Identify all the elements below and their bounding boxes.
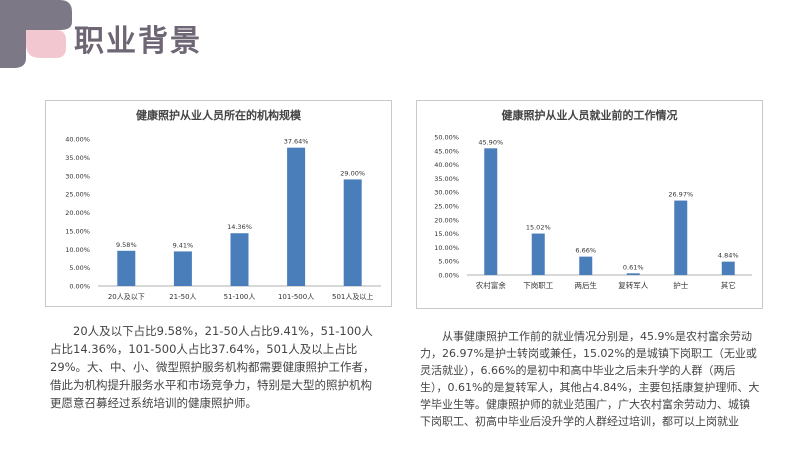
bar	[721, 261, 735, 275]
bar	[117, 250, 136, 286]
data-label: 26.97%	[668, 191, 693, 199]
x-tick-label: 其它	[721, 280, 736, 290]
logo-icon	[0, 0, 72, 68]
chart-title: 健康照护从业人员所在的机构规模	[136, 109, 301, 122]
x-tick-label: 护士	[673, 280, 688, 290]
x-tick-label: 21-50人	[169, 293, 196, 301]
bar	[230, 233, 249, 286]
data-label: 0.61%	[623, 263, 644, 271]
y-tick-label: 5.00%	[69, 264, 90, 272]
y-tick-label: 50.00%	[434, 134, 459, 142]
description-institution-size: 20人及以下占比9.58%，21-50人占比9.41%，51-100人占比14.…	[50, 324, 375, 410]
bar	[287, 147, 306, 286]
bar-chart: 0.00% 5.00% 10.00% 15.00% 20.00% 25.00% 30.00%…	[65, 136, 381, 301]
x-tick-label: 51-100人	[224, 293, 256, 301]
bar-chart: 0.00% 5.00% 10.00% 15.00% 20.00% 25.00% 30.00%…	[434, 134, 752, 290]
bar	[579, 256, 593, 275]
data-label: 4.84%	[718, 252, 739, 260]
data-label: 29.00%	[340, 169, 365, 177]
data-label: 37.64%	[284, 138, 309, 146]
bar	[626, 273, 640, 275]
description-prior-employment: 从事健康照护工作前的就业情况分别是，45.9%是农村富余劳动力，26.97%是护…	[420, 330, 760, 428]
x-tick-label: 501人及以上	[332, 292, 373, 301]
x-tick-label: 20人及以下	[108, 293, 145, 301]
y-tick-label: 25.00%	[434, 203, 459, 211]
x-tick-label: 复转军人	[618, 280, 648, 290]
data-label: 6.66%	[575, 247, 596, 255]
data-label: 9.58%	[116, 241, 137, 249]
y-tick-label: 45.00%	[434, 147, 459, 155]
data-label: 15.02%	[526, 224, 551, 232]
y-tick-label: 15.00%	[434, 230, 459, 238]
y-tick-label: 35.00%	[434, 175, 459, 183]
bar	[173, 251, 192, 286]
y-tick-label: 10.00%	[65, 246, 90, 254]
bar	[531, 233, 545, 275]
y-tick-label: 10.00%	[434, 244, 459, 252]
y-tick-label: 20.00%	[65, 209, 90, 217]
bar	[674, 200, 688, 275]
y-tick-label: 40.00%	[434, 161, 459, 169]
chart-institution-size: 健康照护从业人员所在的机构规模 0.00% 5.00% 10.00% 15.00% 20…	[45, 100, 392, 307]
y-tick-label: 30.00%	[434, 189, 459, 197]
y-tick-label: 0.00%	[438, 272, 459, 280]
y-tick-label: 0.00%	[69, 283, 90, 291]
y-tick-label: 15.00%	[65, 227, 90, 235]
y-tick-label: 5.00%	[438, 258, 459, 266]
x-tick-label: 农村富余	[476, 280, 506, 290]
chart-title: 健康照护从业人员就业前的工作情况	[501, 109, 678, 122]
x-tick-label: 101-500人	[278, 293, 314, 301]
data-label: 9.41%	[173, 241, 194, 249]
chart-prior-employment: 健康照护从业人员就业前的工作情况 0.00% 5.00% 10.00% 15.00% 2…	[416, 100, 763, 309]
x-tick-label: 两后生	[575, 280, 598, 290]
y-tick-label: 20.00%	[434, 216, 459, 224]
data-label: 45.90%	[478, 138, 503, 146]
bar	[484, 148, 498, 275]
page-title: 职业背景	[74, 24, 202, 59]
y-tick-label: 40.00%	[65, 136, 90, 144]
y-tick-label: 30.00%	[65, 172, 90, 180]
x-tick-label: 下岗职工	[523, 281, 553, 290]
y-tick-label: 25.00%	[65, 191, 90, 199]
bar	[343, 179, 362, 286]
y-tick-label: 35.00%	[65, 154, 90, 162]
data-label: 14.36%	[227, 223, 252, 231]
